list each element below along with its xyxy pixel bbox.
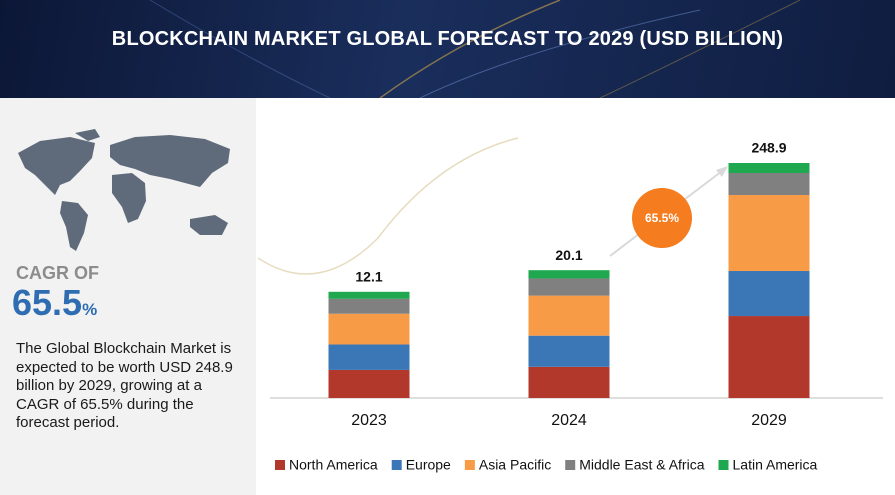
decoration-curve	[258, 137, 519, 275]
bar-segment	[328, 369, 410, 398]
legend-label: Europe	[406, 457, 451, 473]
cagr-label: CAGR OF	[16, 263, 99, 283]
banner-decoration	[149, 0, 801, 98]
cagr-figure: 65.5%	[12, 282, 97, 324]
bar-segment	[728, 195, 810, 272]
total-label: 12.1	[355, 269, 382, 285]
x-tick-label: 2024	[551, 412, 587, 429]
legend-label: Asia Pacific	[479, 457, 551, 473]
total-label: 248.9	[751, 140, 786, 156]
legend-swatch	[275, 460, 285, 470]
bar-segment	[728, 271, 810, 317]
cagr-badge	[632, 188, 692, 248]
bar-segment	[528, 295, 610, 336]
bar-segment	[328, 313, 410, 345]
bar-segment	[728, 173, 810, 196]
world-map	[18, 129, 230, 251]
legend-swatch	[464, 460, 475, 470]
cagr-unit: %	[82, 300, 98, 319]
x-tick-label: 2023	[351, 412, 387, 429]
side-panel: CAGR OF 65.5% The Global Blockchain Mark…	[0, 98, 256, 495]
bar-segment	[528, 335, 610, 367]
bar-segment	[728, 316, 810, 398]
chart: 65.5% 12.1 2023 20.1 2024 248.9 2029 North Ame…	[258, 137, 883, 473]
legend-swatch	[391, 460, 402, 470]
cagr-badge-label: 65.5%	[645, 211, 679, 225]
legend-swatch	[718, 460, 729, 470]
description: The Global Blockchain Market is expected…	[16, 340, 233, 431]
cagr-value: 65.5	[12, 282, 83, 323]
bar-segment	[528, 270, 610, 279]
bar-segment	[528, 366, 610, 398]
legend-label: North America	[289, 457, 378, 473]
bar-segment	[328, 291, 410, 299]
legend-label: Latin America	[733, 457, 818, 473]
x-tick-label: 2029	[751, 412, 787, 429]
growth-arrow-head	[716, 166, 728, 177]
total-label: 20.1	[555, 247, 582, 263]
bar-segment	[328, 298, 410, 314]
bar-segment	[328, 344, 410, 370]
title: BLOCKCHAIN MARKET GLOBAL FORECAST TO 202…	[111, 28, 784, 50]
legend-label: Middle East & Africa	[579, 457, 704, 473]
header-banner: BLOCKCHAIN MARKET GLOBAL FORECAST TO 202…	[0, 0, 895, 98]
legend-swatch	[565, 460, 576, 470]
bar-segment	[728, 163, 810, 174]
bar-segment	[528, 278, 610, 296]
